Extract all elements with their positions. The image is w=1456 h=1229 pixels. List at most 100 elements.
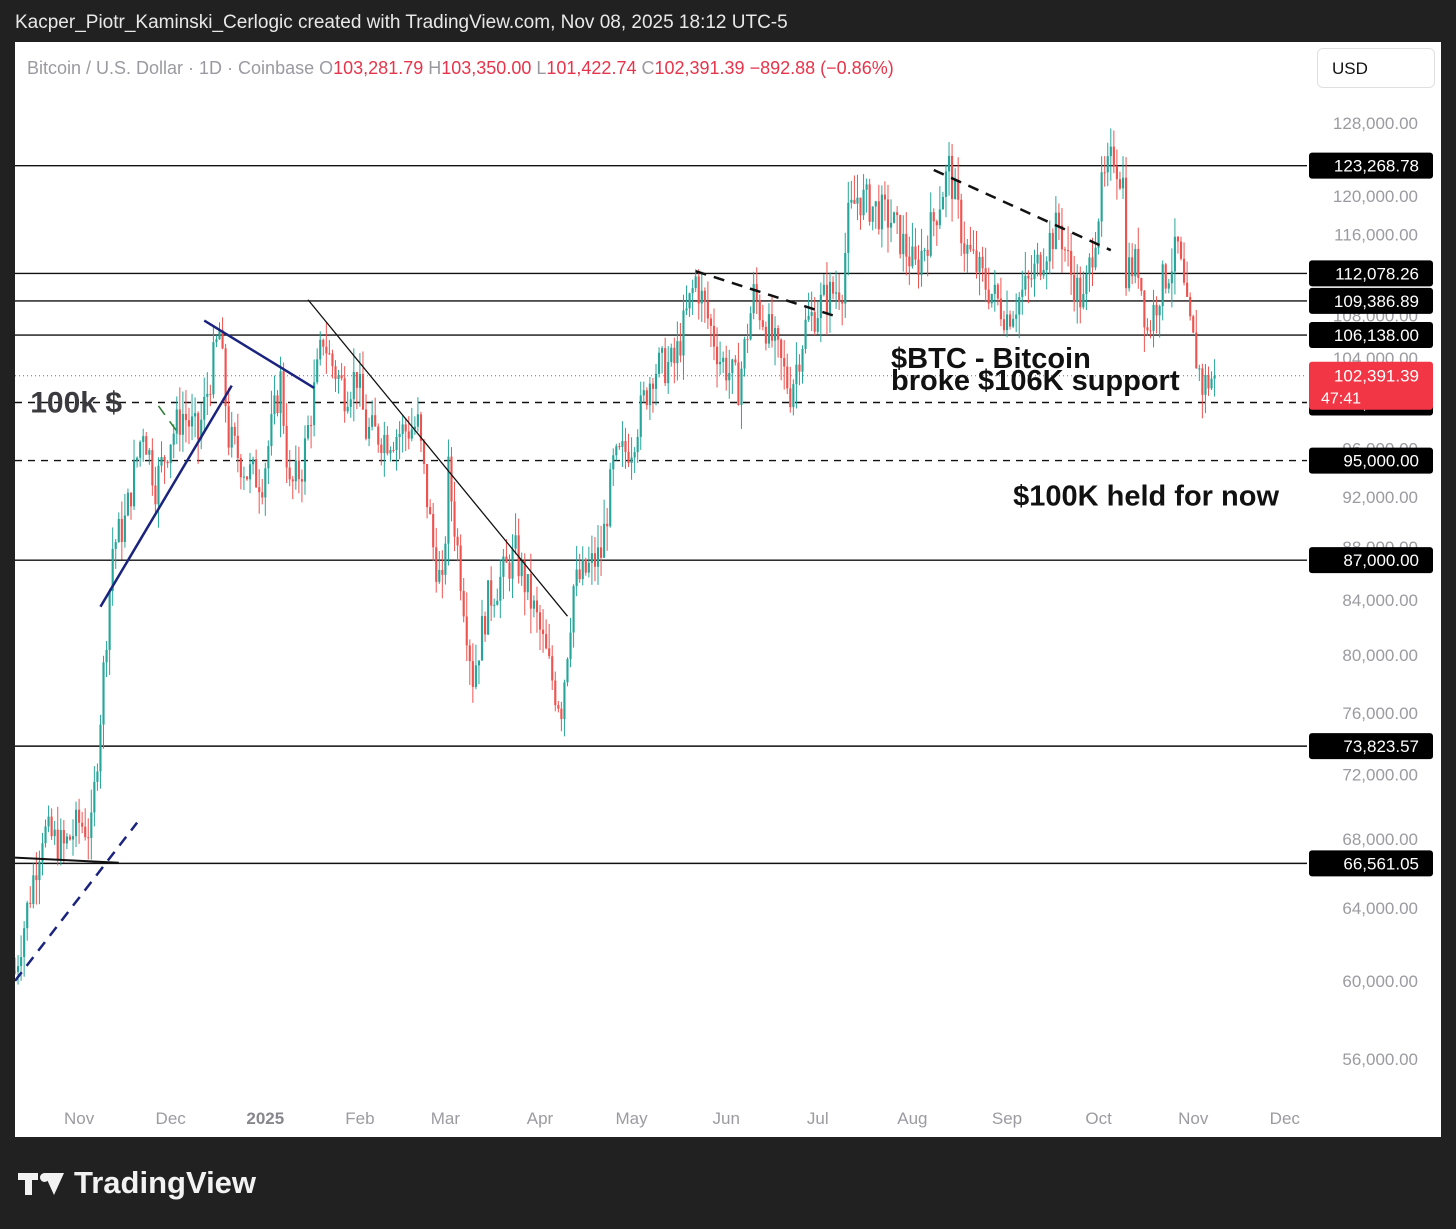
candle-down	[490, 580, 493, 606]
candle-down	[291, 479, 294, 482]
candle-up	[316, 359, 319, 383]
candle-down	[1051, 232, 1054, 250]
high-label: H	[428, 58, 442, 78]
candle-down	[15, 971, 17, 973]
symbol-name: Bitcoin / U.S. Dollar · 1D · Coinbase	[27, 58, 315, 78]
candle-down	[1186, 282, 1189, 297]
candle-up	[722, 357, 725, 362]
candle-down	[456, 536, 459, 546]
candle-down	[429, 507, 432, 514]
trendline[interactable]	[307, 299, 568, 617]
trendline[interactable]	[157, 405, 178, 432]
candle-up	[941, 196, 944, 210]
candle-down	[917, 259, 920, 276]
candle-up	[346, 406, 349, 412]
trendline[interactable]	[15, 856, 119, 864]
time-axis[interactable]: Nov Dec 2025 Feb Mar Apr May Jun Jul Aug Sep Oct Nov…	[64, 1109, 1300, 1128]
candle-up	[206, 393, 209, 397]
candle-up	[93, 781, 96, 813]
candle-up	[38, 861, 41, 881]
candle-down	[853, 199, 856, 204]
price-level-badge[interactable]: 112,078.26	[1309, 260, 1433, 287]
trendline[interactable]	[15, 821, 139, 982]
candle-up	[990, 293, 993, 304]
candle-up	[514, 535, 517, 549]
candle-up	[273, 395, 276, 415]
candle-down	[868, 184, 871, 222]
candle-up	[731, 359, 734, 374]
price-level-badge[interactable]: 109,386.89	[1309, 287, 1433, 314]
current-price-badge[interactable]: 102,391.39 47:41	[1309, 361, 1433, 410]
candle-down	[325, 346, 328, 354]
candle-down	[404, 424, 407, 432]
trendline[interactable]	[99, 385, 233, 608]
candle-up	[65, 836, 68, 844]
price-level-badge[interactable]: 95,000.00	[1309, 447, 1433, 474]
candle-up	[819, 294, 822, 319]
candle-up	[368, 426, 371, 439]
candle-up	[499, 576, 502, 601]
candle-up	[480, 616, 484, 661]
level-badges-layer: 123,268.78 112,078.26 109,386.89 106,138.00…	[1309, 152, 1433, 877]
candle-down	[538, 612, 542, 630]
trendline[interactable]	[933, 168, 1112, 252]
candle-down	[737, 362, 740, 406]
candle-down	[81, 822, 84, 827]
candle-up	[53, 829, 56, 837]
price-tick-label: 76,000.00	[1342, 704, 1418, 723]
change-value: −892.88 (−0.86%)	[749, 58, 894, 78]
candle-up	[657, 352, 661, 374]
candle-down	[755, 284, 758, 301]
candle-down	[50, 816, 53, 837]
candle-down	[419, 414, 423, 441]
price-level-badge[interactable]: 123,268.78	[1309, 152, 1433, 179]
candle-down	[554, 680, 557, 706]
candle-up	[99, 724, 102, 772]
candle-up	[74, 809, 78, 837]
candle-up	[102, 662, 105, 725]
candle-up	[410, 429, 413, 439]
candle-down	[905, 233, 908, 257]
tradingview-logo[interactable]: TradingView	[18, 1165, 256, 1201]
candle-up	[880, 194, 883, 230]
candle-up	[502, 556, 505, 577]
candle-up	[139, 441, 142, 458]
candle-down	[914, 246, 917, 260]
candle-down	[151, 450, 154, 486]
candle-down	[786, 366, 789, 389]
candles-layer	[15, 128, 1216, 985]
candle-down	[221, 330, 224, 349]
candle-up	[1042, 270, 1045, 276]
high-value: 103,350.00	[441, 58, 532, 78]
price-level-badge[interactable]: 66,561.05	[1309, 850, 1433, 877]
candle-down	[386, 434, 389, 454]
candle-up	[389, 450, 392, 454]
price-tick-label: 92,000.00	[1342, 488, 1418, 507]
candle-up	[169, 444, 172, 464]
price-level-badge[interactable]: 73,823.57	[1309, 733, 1433, 760]
candle-up	[728, 373, 731, 381]
price-level-badge[interactable]: 106,138.00	[1309, 322, 1433, 349]
time-tick-label: Jun	[712, 1109, 739, 1128]
candle-up	[111, 548, 114, 592]
price-level-badge-background	[1309, 287, 1433, 314]
candle-down	[255, 459, 258, 488]
candle-down	[1115, 166, 1118, 180]
candle-up	[218, 330, 221, 340]
candle-up	[532, 600, 535, 609]
currency-button[interactable]: USD	[1317, 48, 1435, 88]
candle-down	[297, 460, 300, 480]
candle-up	[41, 843, 44, 862]
candle-down	[703, 290, 706, 302]
candle-down	[908, 256, 911, 267]
trendline[interactable]	[203, 319, 315, 389]
candle-up	[1015, 314, 1018, 319]
trendline[interactable]	[695, 269, 834, 317]
candle-down	[453, 501, 456, 537]
candle-up	[1018, 297, 1021, 315]
price-axis[interactable]: 128,000.00120,000.00116,000.00108,000.00…	[1333, 114, 1418, 1069]
candle-down	[1149, 330, 1152, 332]
candle-up	[1048, 232, 1051, 262]
price-level-badge[interactable]: 87,000.00	[1309, 547, 1433, 574]
